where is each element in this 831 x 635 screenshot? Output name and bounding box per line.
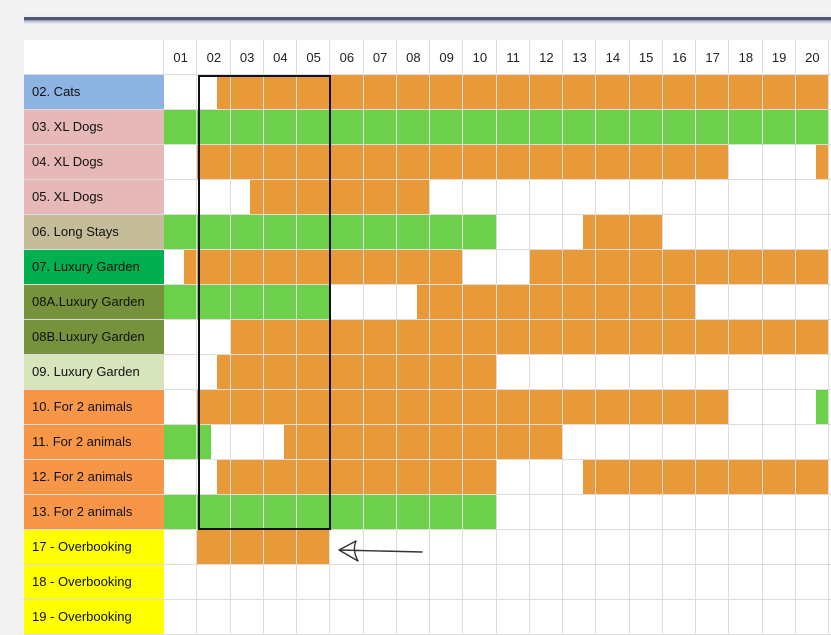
grid-line-horizontal — [24, 214, 831, 215]
available-bar[interactable] — [164, 110, 829, 144]
booked-bar[interactable] — [529, 250, 829, 284]
day-header-15: 15 — [638, 50, 654, 65]
available-bar[interactable] — [815, 390, 829, 424]
grid-line-horizontal — [24, 424, 831, 425]
day-header-05: 05 — [306, 50, 321, 65]
grid-line-vertical — [595, 40, 597, 635]
grid-line-vertical — [196, 40, 198, 635]
booked-bar[interactable] — [416, 285, 696, 319]
grid-line-vertical — [628, 40, 630, 635]
room-label[interactable]: 02. Cats — [24, 75, 164, 109]
grid-line-vertical — [262, 40, 264, 635]
room-label[interactable]: 04. XL Dogs — [24, 145, 164, 179]
booked-bar[interactable] — [197, 530, 331, 564]
grid-line-vertical — [562, 40, 563, 635]
grid-line-vertical — [362, 40, 364, 635]
booked-bar[interactable] — [250, 180, 430, 214]
grid-line-vertical — [296, 40, 297, 635]
room-label[interactable]: 09. Luxury Garden — [24, 355, 164, 389]
room-label[interactable]: 06. Long Stays — [24, 215, 164, 249]
window-top-border — [24, 15, 831, 26]
room-label[interactable]: 18 - Overbooking — [24, 565, 164, 599]
grid-line-horizontal — [24, 564, 831, 565]
grid-line-horizontal — [24, 599, 831, 600]
grid-line-vertical — [495, 40, 497, 635]
day-header-12: 12 — [539, 50, 554, 65]
day-header-08: 08 — [406, 50, 421, 65]
room-label[interactable]: 08A.Luxury Garden — [24, 285, 164, 319]
day-header-07: 07 — [372, 50, 388, 65]
day-header-09: 09 — [439, 50, 454, 65]
grid-line-horizontal — [24, 389, 831, 390]
grid-line-vertical — [395, 40, 397, 635]
day-header-16: 16 — [672, 50, 687, 65]
day-header-17: 17 — [705, 50, 720, 65]
booked-bar[interactable] — [217, 75, 829, 109]
date-selection-box[interactable] — [198, 75, 331, 530]
room-label[interactable]: 10. For 2 animals — [24, 390, 164, 424]
grid-line-vertical — [761, 40, 763, 635]
booked-bar[interactable] — [197, 390, 730, 424]
day-header-02: 02 — [206, 50, 222, 65]
grid-line-horizontal — [24, 144, 831, 145]
room-label[interactable]: 07. Luxury Garden — [24, 250, 164, 284]
grid-line-horizontal — [24, 319, 831, 320]
grid-line-horizontal — [24, 74, 831, 75]
day-header-13: 13 — [572, 50, 587, 65]
day-header-18: 18 — [738, 50, 754, 65]
room-label[interactable]: 03. XL Dogs — [24, 110, 164, 144]
day-header-04: 04 — [273, 50, 288, 65]
booked-bar[interactable] — [815, 145, 829, 179]
booked-bar[interactable] — [582, 460, 829, 494]
grid-line-horizontal — [24, 494, 831, 495]
available-bar[interactable] — [164, 285, 331, 319]
grid-line-vertical — [528, 40, 530, 635]
room-label[interactable]: 08B.Luxury Garden — [24, 320, 164, 354]
grid-line-horizontal — [24, 354, 831, 355]
room-label[interactable]: 13. For 2 animals — [24, 495, 164, 529]
grid-line-horizontal — [24, 284, 831, 285]
room-label[interactable]: 17 - Overbooking — [24, 530, 164, 564]
grid-line-vertical — [828, 40, 829, 635]
grid-line-vertical — [794, 40, 796, 635]
grid-line-horizontal — [24, 179, 831, 180]
booking-calendar-grid: 02. Cats 03. XL Dogs 04. XL Dogs 05. XL Dog… — [24, 40, 831, 635]
grid-line-vertical — [728, 40, 730, 635]
room-label[interactable]: 11. For 2 animals — [24, 425, 164, 459]
day-header-01: 01 — [173, 50, 188, 65]
grid-line-vertical — [661, 40, 663, 635]
grid-line-horizontal — [24, 249, 831, 250]
day-header-10: 10 — [472, 50, 488, 65]
hand-drawn-arrow-icon — [338, 540, 423, 562]
booked-bar[interactable] — [197, 145, 730, 179]
day-header-20: 20 — [805, 50, 820, 65]
grid-line-horizontal — [24, 529, 831, 530]
grid-line-horizontal — [24, 459, 831, 460]
room-label[interactable]: 12. For 2 animals — [24, 460, 164, 494]
day-header-11: 11 — [506, 50, 520, 65]
day-header-19: 19 — [771, 50, 787, 65]
grid-line-vertical — [429, 40, 430, 635]
grid-line-vertical — [695, 40, 696, 635]
room-label[interactable]: 19 - Overbooking — [24, 600, 164, 634]
grid-line-vertical — [462, 40, 464, 635]
day-header-06: 06 — [339, 50, 355, 65]
day-header-03: 03 — [239, 50, 255, 65]
grid-line-horizontal — [24, 109, 831, 110]
available-bar[interactable] — [164, 425, 211, 459]
grid-line-vertical — [229, 40, 231, 635]
day-header-14: 14 — [605, 50, 621, 65]
room-label[interactable]: 05. XL Dogs — [24, 180, 164, 214]
